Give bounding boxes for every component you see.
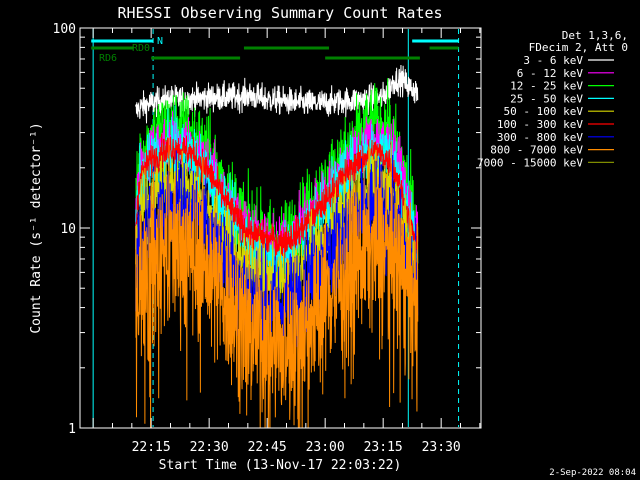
legend-entry-label: 12 - 25 keV: [510, 80, 583, 93]
legend-entry-label: 3 - 6 keV: [523, 54, 583, 67]
chart-title: RHESSI Observing Summary Count Rates: [117, 4, 442, 22]
x-tick-label: 22:15: [132, 440, 171, 455]
x-tick-label: 22:30: [190, 440, 229, 455]
series-line-100-300-kev: [135, 133, 419, 261]
y-tick-label: 100: [53, 22, 76, 37]
legend-entry-label: 25 - 50 keV: [510, 92, 583, 105]
y-tick-label: 1: [68, 422, 76, 437]
series-group: [135, 65, 419, 428]
y-axis-ticks: 1 10 100: [53, 22, 481, 437]
y-tick-label: 10: [60, 222, 76, 237]
x-tick-label: 22:45: [248, 440, 287, 455]
legend-entry-label: 6 - 12 keV: [517, 67, 584, 80]
legend-entry-label: 100 - 300 keV: [497, 118, 583, 131]
x-tick-label: 23:15: [364, 440, 403, 455]
legend-entry-label: 800 - 7000 keV: [490, 144, 583, 157]
legend-entry-label: 50 - 100 keV: [504, 105, 584, 118]
flag-label-rd0: RD0: [132, 43, 150, 54]
x-tick-label: 23:00: [306, 440, 345, 455]
series-line-800-7000-kev: [135, 137, 419, 428]
flag-label-rd6: RD6: [99, 53, 117, 64]
legend-header: Det 1,3,6,: [562, 29, 628, 42]
flag-bars: N RD0 RD6: [91, 36, 459, 64]
y-axis-label: Count Rate (s⁻¹ detector⁻¹): [29, 122, 44, 333]
x-axis-label: Start Time (13-Nov-17 22:03:22): [159, 458, 402, 473]
legend-entry-label: 7000 - 15000 keV: [477, 156, 583, 169]
x-tick-label: 23:30: [422, 440, 461, 455]
x-axis-ticks: 22:15 22:30 22:45 23:00 23:15 23:30: [92, 28, 481, 455]
flag-label-n: N: [157, 36, 163, 47]
legend-entry-label: 300 - 800 keV: [497, 131, 583, 144]
footer-date: 2-Sep-2022 08:04: [549, 468, 636, 478]
legend-header: FDecim 2, Att 0: [529, 41, 628, 54]
